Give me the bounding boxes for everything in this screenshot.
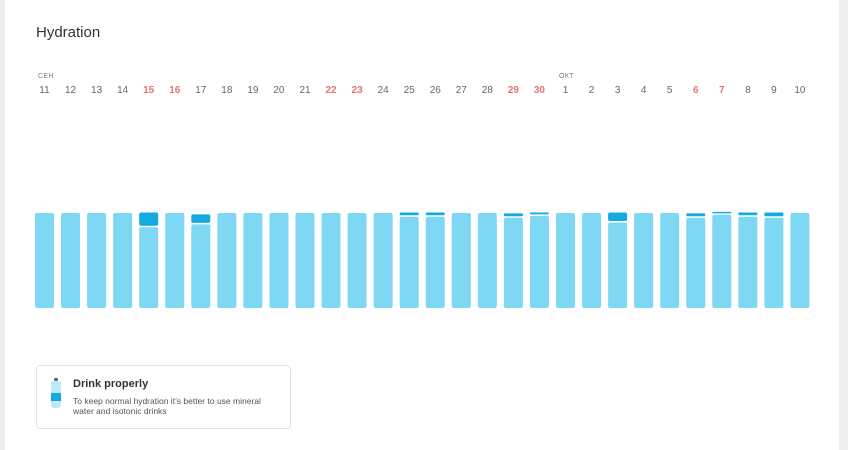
hydration-chart xyxy=(35,211,810,308)
hydration-bar xyxy=(35,213,54,308)
day-label: 21 xyxy=(299,85,311,96)
day-label: 6 xyxy=(692,85,699,96)
day-label: 1 xyxy=(562,85,569,96)
hydration-bar xyxy=(347,213,367,308)
hydration-bar xyxy=(529,215,549,308)
hydration-bar-top xyxy=(139,212,159,226)
day-label: 20 xyxy=(273,85,285,96)
day-label: 27 xyxy=(455,85,467,96)
day-label: 10 xyxy=(794,85,806,96)
day-label: 17 xyxy=(195,85,207,96)
hydration-bar xyxy=(165,213,185,308)
day-label: 11 xyxy=(39,85,50,96)
day-label: 4 xyxy=(640,85,647,96)
hydration-bar xyxy=(373,213,393,308)
hydration-bar xyxy=(712,214,732,308)
hydration-bar-top xyxy=(764,212,784,217)
day-label: 30 xyxy=(533,85,545,96)
day-label: 28 xyxy=(481,85,493,96)
page-title: Hydration xyxy=(36,24,101,41)
hydration-bar xyxy=(660,213,680,308)
day-label: 8 xyxy=(745,85,751,96)
hydration-bar-top xyxy=(738,212,758,216)
hydration-bar xyxy=(425,216,445,308)
day-label: 22 xyxy=(325,85,337,96)
hydration-bar xyxy=(217,213,237,308)
tip-title: Drink properly xyxy=(73,378,149,390)
hydration-bar xyxy=(738,216,758,308)
day-label: 5 xyxy=(666,85,673,96)
hydration-bar-top xyxy=(529,212,549,215)
hydration-bar xyxy=(113,213,133,308)
hydration-bar-top xyxy=(712,211,732,214)
hydration-bar xyxy=(191,224,211,308)
hydration-bar xyxy=(582,213,602,308)
day-label: 19 xyxy=(247,85,259,96)
day-label: 16 xyxy=(169,85,181,96)
day-label: 25 xyxy=(403,85,415,96)
hydration-bar-top xyxy=(399,212,419,216)
hydration-bar xyxy=(764,217,784,308)
hydration-bar-top xyxy=(608,212,628,221)
hydration-bar-top xyxy=(686,213,706,217)
day-label: 9 xyxy=(771,85,777,96)
day-label: 2 xyxy=(588,85,595,96)
hydration-bar xyxy=(269,213,289,308)
hydration-bar-top xyxy=(503,213,523,217)
month-label: сен xyxy=(38,73,54,80)
day-label: 18 xyxy=(221,85,233,96)
hydration-bar xyxy=(243,213,263,308)
hydration-card: Hydration сен окт 11 12 13 14 15 16 17 18 19 20 21 2… xyxy=(5,0,839,450)
day-label: 3 xyxy=(614,85,621,96)
tip-card: Drink properly To keep normal hydration … xyxy=(36,365,291,429)
hydration-bar xyxy=(139,227,159,308)
hydration-bar-top xyxy=(425,212,445,216)
hydration-bar xyxy=(87,213,107,308)
hydration-bar xyxy=(399,216,419,308)
hydration-bar xyxy=(686,217,706,308)
day-label: 23 xyxy=(351,85,363,96)
hydration-bar xyxy=(634,213,654,308)
hydration-bar xyxy=(790,213,810,308)
tip-text: To keep normal hydration it’s better to … xyxy=(73,396,261,416)
day-label: 24 xyxy=(377,85,389,96)
water-bottle-icon xyxy=(51,378,61,408)
hydration-bar xyxy=(556,213,575,308)
day-label: 12 xyxy=(64,85,77,96)
hydration-bar xyxy=(477,213,497,308)
day-label: 15 xyxy=(143,85,155,96)
hydration-bar xyxy=(503,217,523,308)
day-label: 29 xyxy=(507,85,519,96)
day-label: 7 xyxy=(719,85,725,96)
day-label: 13 xyxy=(91,85,103,96)
hydration-bar xyxy=(451,213,471,308)
hydration-bar xyxy=(321,213,341,308)
hydration-bar xyxy=(61,213,81,308)
month-label: окт xyxy=(559,73,574,80)
hydration-bar xyxy=(608,222,628,308)
day-label: 14 xyxy=(117,85,129,96)
day-label: 26 xyxy=(429,85,441,96)
hydration-bar-top xyxy=(191,214,211,223)
hydration-bar xyxy=(295,213,315,308)
